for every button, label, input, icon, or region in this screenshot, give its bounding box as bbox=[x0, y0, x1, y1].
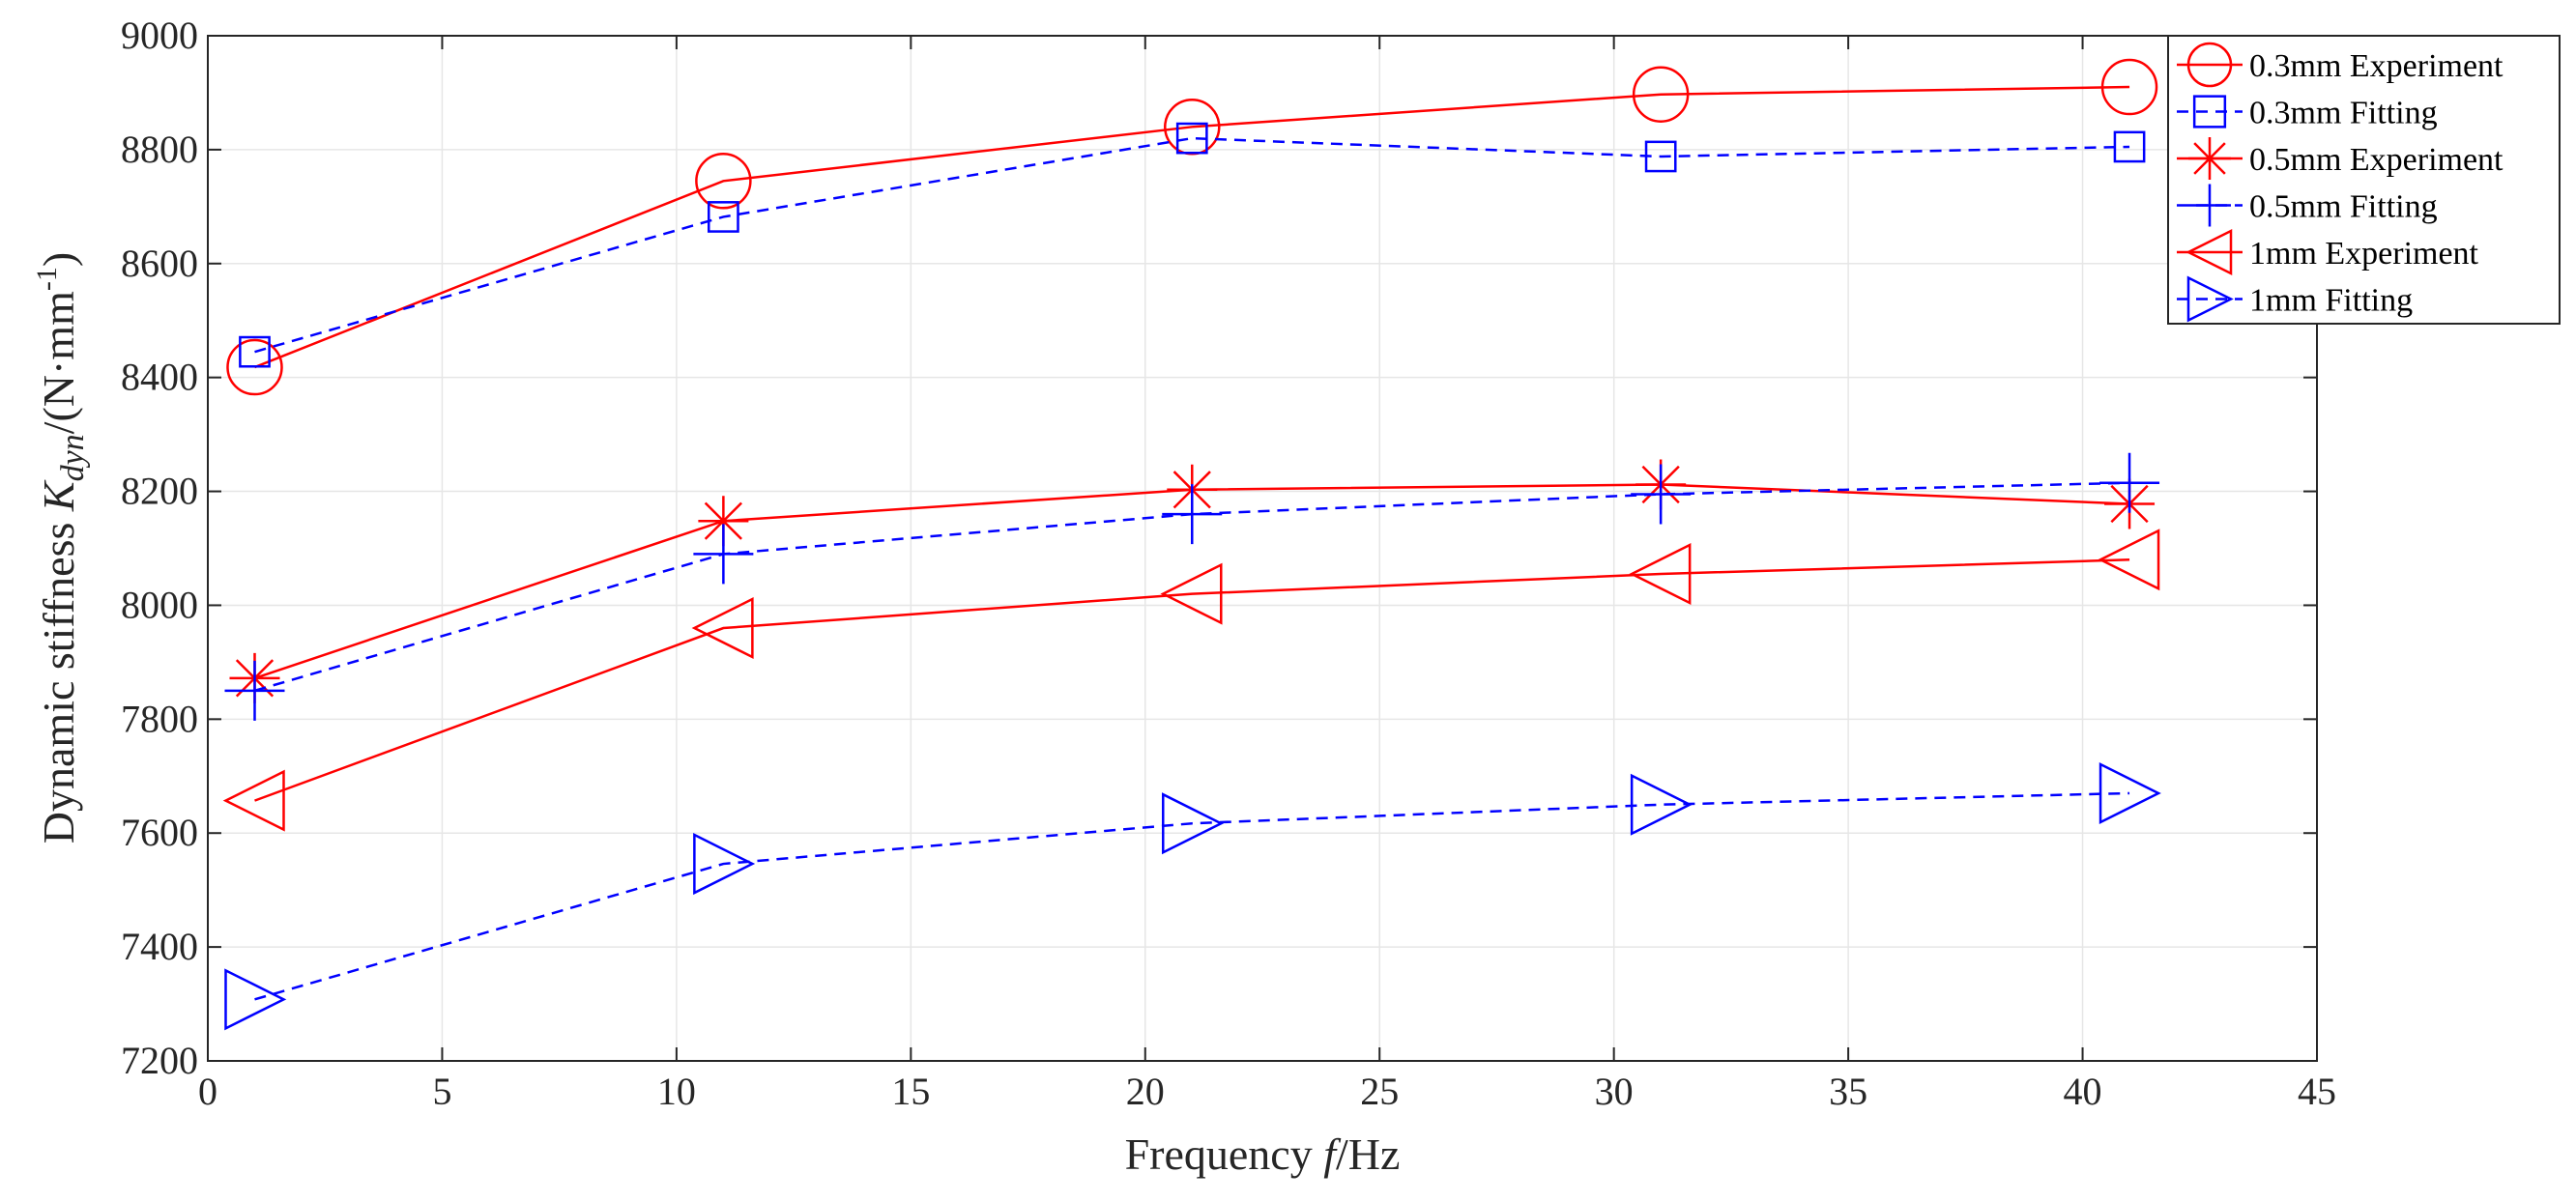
y-tick-label: 8800 bbox=[121, 128, 198, 171]
legend: 0.3mm Experiment 0.3mm Fitting 0.5mm Exper… bbox=[2167, 35, 2561, 325]
legend-item: 0.3mm Fitting bbox=[2177, 95, 2438, 131]
data-point bbox=[708, 201, 739, 233]
y-tick-label: 7800 bbox=[121, 697, 198, 740]
legend-label: 0.5mm Experiment bbox=[2249, 142, 2504, 178]
y-tick-label: 8600 bbox=[121, 242, 198, 285]
y-tick-label: 8000 bbox=[121, 583, 198, 626]
legend-marker bbox=[2186, 42, 2233, 88]
series-line bbox=[254, 791, 2130, 1001]
series-1 bbox=[239, 122, 2146, 368]
x-tick-label: 40 bbox=[2064, 1070, 2102, 1113]
data-point bbox=[2113, 130, 2146, 163]
data-point bbox=[224, 660, 285, 721]
data-point bbox=[1644, 140, 1677, 173]
data-point bbox=[691, 596, 754, 660]
legend-item: 1mm Experiment bbox=[2177, 228, 2479, 276]
ticks: 0 5 10 15 20 25 30 35 40 45 7200 7400 7600 7800 8000 82… bbox=[121, 14, 2336, 1113]
data-point bbox=[2098, 529, 2160, 591]
data-point bbox=[1175, 122, 1208, 155]
y-tick-label: 7600 bbox=[121, 811, 198, 854]
x-tick-label: 10 bbox=[657, 1070, 696, 1113]
data-point bbox=[1631, 464, 1692, 525]
legend-marker bbox=[2185, 228, 2233, 276]
data-point bbox=[2099, 452, 2160, 513]
x-tick-label: 20 bbox=[1126, 1070, 1165, 1113]
data-point bbox=[2100, 58, 2158, 116]
legend-item: 0.5mm Fitting bbox=[2177, 184, 2438, 227]
data-point bbox=[695, 153, 752, 210]
data-point bbox=[224, 968, 287, 1031]
plot-background bbox=[208, 36, 2317, 1061]
data-point bbox=[1162, 792, 1225, 855]
y-tick-label: 7200 bbox=[121, 1039, 198, 1082]
y-axis-title-sup: -1 bbox=[31, 267, 63, 291]
y-tick-label: 9000 bbox=[121, 14, 198, 57]
legend-label: 1mm Experiment bbox=[2249, 236, 2479, 272]
legend-label: 1mm Fitting bbox=[2249, 283, 2413, 319]
legend-label: 0.3mm Experiment bbox=[2249, 48, 2504, 84]
series-layer bbox=[222, 58, 2161, 1031]
legend-item: 1mm Fitting bbox=[2177, 275, 2413, 323]
legend-marker bbox=[2186, 275, 2234, 323]
y-tick-label: 8400 bbox=[121, 356, 198, 399]
legend-label: 0.5mm Fitting bbox=[2249, 189, 2438, 225]
legend-item: 0.3mm Experiment bbox=[2177, 42, 2504, 88]
data-point bbox=[1630, 773, 1693, 836]
x-axis-title-prefix: Frequency bbox=[1125, 1130, 1324, 1179]
y-tick-label: 7400 bbox=[121, 925, 198, 968]
legend-marker bbox=[2188, 184, 2231, 227]
data-point bbox=[698, 496, 749, 547]
legend-box bbox=[2167, 35, 2561, 325]
y-tick-label: 8200 bbox=[121, 470, 198, 513]
series-0 bbox=[226, 58, 2158, 396]
x-tick-label: 25 bbox=[1360, 1070, 1399, 1113]
y-axis-title: Dynamic stiffness Kdyn/(N·mm-1) bbox=[31, 252, 91, 844]
y-axis-title-mid: /(N·mm bbox=[34, 291, 83, 434]
series-4 bbox=[222, 529, 2160, 832]
data-point bbox=[1629, 543, 1692, 606]
y-axis-title-prefix: Dynamic stiffness bbox=[34, 511, 83, 844]
series-line bbox=[254, 136, 2130, 354]
y-axis-title-end: ) bbox=[34, 252, 83, 267]
data-point bbox=[693, 524, 754, 585]
data-point bbox=[693, 833, 756, 896]
legend-marker bbox=[2188, 137, 2231, 180]
data-point bbox=[222, 769, 285, 832]
legend-label: 0.3mm Fitting bbox=[2249, 96, 2438, 131]
x-tick-label: 45 bbox=[2298, 1070, 2336, 1113]
x-axis-title: Frequency f/Hz bbox=[1125, 1130, 1401, 1179]
data-point bbox=[1160, 562, 1223, 625]
series-line bbox=[254, 85, 2130, 369]
plot-frame bbox=[207, 35, 2318, 1062]
data-point bbox=[239, 335, 271, 368]
x-tick-label: 0 bbox=[198, 1070, 217, 1113]
data-point bbox=[1632, 66, 1690, 123]
y-axis-title-sub: dyn bbox=[55, 434, 91, 481]
y-axis-title-var: K bbox=[34, 479, 83, 512]
series-line bbox=[254, 558, 2130, 802]
series-3 bbox=[224, 452, 2160, 721]
x-tick-label: 35 bbox=[1829, 1070, 1867, 1113]
data-point bbox=[1162, 484, 1223, 545]
x-tick-label: 15 bbox=[891, 1070, 930, 1113]
legend-marker bbox=[2192, 95, 2227, 129]
data-point bbox=[226, 338, 283, 396]
x-tick-label: 30 bbox=[1595, 1070, 1634, 1113]
legend-item: 0.5mm Experiment bbox=[2177, 137, 2504, 180]
series-5 bbox=[224, 761, 2161, 1031]
x-axis-title-suffix: /Hz bbox=[1336, 1130, 1400, 1179]
data-point bbox=[2098, 761, 2161, 824]
x-tick-label: 5 bbox=[432, 1070, 451, 1113]
